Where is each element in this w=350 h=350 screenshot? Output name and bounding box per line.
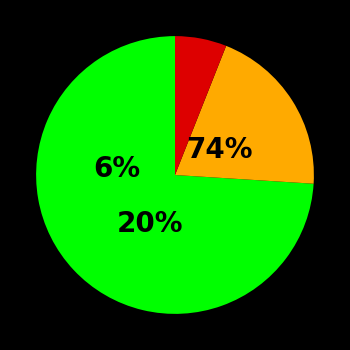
Text: 20%: 20% xyxy=(117,210,183,238)
Text: 6%: 6% xyxy=(93,155,140,183)
Wedge shape xyxy=(175,36,226,175)
Wedge shape xyxy=(36,36,314,314)
Wedge shape xyxy=(175,46,314,184)
Text: 74%: 74% xyxy=(186,136,253,164)
